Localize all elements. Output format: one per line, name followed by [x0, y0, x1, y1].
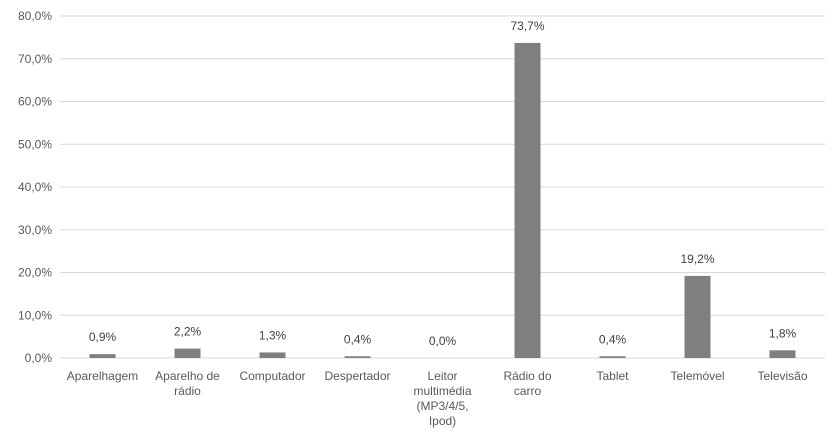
y-tick-label: 70,0% [18, 52, 52, 66]
bar [769, 350, 796, 358]
category-label: Computador [239, 369, 305, 383]
data-label: 0,9% [89, 330, 117, 344]
data-label: 0,4% [599, 332, 627, 346]
data-label: 19,2% [680, 252, 714, 266]
category-label: Telemóvel [670, 369, 724, 383]
bar [684, 275, 711, 358]
category-label: Aparelho de rádio [155, 369, 220, 398]
category-label: Televisão [757, 369, 807, 383]
data-label: 1,3% [259, 328, 287, 342]
y-tick-label: 40,0% [18, 180, 52, 194]
y-tick-label: 60,0% [18, 95, 52, 109]
x-axis-category-labels: Aparelhagem Aparelho de rádio Computador Des… [67, 369, 808, 428]
bar [259, 352, 286, 358]
category-label: Leitor multimédia (MP3/4/5, Ipod) [413, 369, 471, 428]
category-label: Tablet [596, 369, 629, 383]
category-label: Rádio do carro [503, 369, 551, 398]
data-label: 2,2% [174, 325, 202, 339]
data-label: 1,8% [769, 326, 797, 340]
data-labels: 0,9% 2,2% 1,3% 0,4% 0,0% 73,7% 0,4% 19,2% 1,8% [89, 19, 797, 348]
data-label: 0,4% [344, 332, 372, 346]
category-label: Despertador [324, 369, 390, 383]
data-label: 73,7% [510, 19, 544, 33]
y-tick-label: 50,0% [18, 137, 52, 151]
y-tick-label: 0,0% [25, 351, 53, 365]
bar [89, 354, 116, 358]
category-label: Aparelhagem [67, 369, 138, 383]
y-axis-tick-labels: 0,0% 10,0% 20,0% 30,0% 40,0% 50,0% 60,0% 70,0% 8… [18, 9, 52, 365]
bars [89, 42, 796, 359]
gridlines [60, 15, 825, 359]
y-tick-label: 20,0% [18, 266, 52, 280]
bar [344, 356, 371, 358]
bar [514, 42, 541, 359]
data-label: 0,0% [429, 334, 457, 348]
bar [174, 348, 201, 358]
bar [599, 356, 626, 358]
y-tick-label: 10,0% [18, 308, 52, 322]
y-tick-label: 80,0% [18, 9, 52, 23]
y-tick-label: 30,0% [18, 223, 52, 237]
